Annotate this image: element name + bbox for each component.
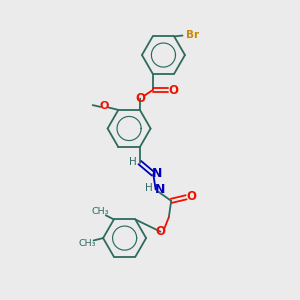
Text: H: H (129, 157, 137, 167)
Text: N: N (152, 167, 163, 181)
Text: O: O (135, 92, 145, 105)
Text: O: O (155, 225, 166, 238)
Text: CH₃: CH₃ (92, 207, 110, 216)
Text: Br: Br (185, 30, 199, 40)
Text: CH₃: CH₃ (79, 239, 96, 248)
Text: O: O (186, 190, 196, 203)
Text: H: H (145, 183, 153, 193)
Text: O: O (99, 101, 109, 111)
Text: N: N (155, 183, 165, 196)
Text: O: O (169, 84, 178, 97)
